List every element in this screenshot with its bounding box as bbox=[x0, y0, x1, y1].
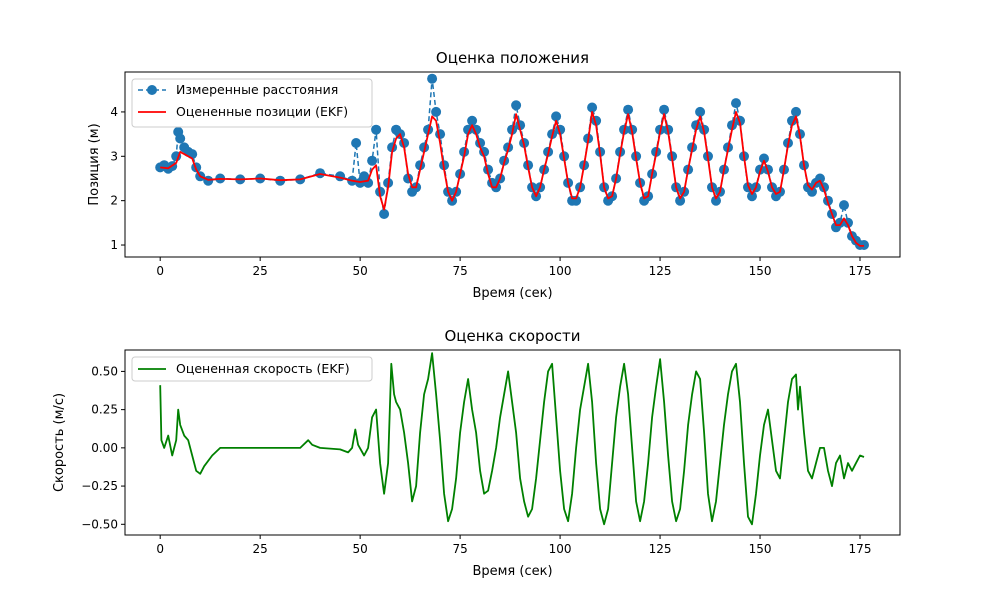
velocity-legend-box bbox=[131, 356, 373, 382]
measured-distance-point bbox=[551, 111, 562, 122]
ekf-position-line bbox=[160, 111, 864, 247]
measured-distance-point bbox=[435, 129, 446, 140]
measured-distance-point bbox=[659, 104, 670, 115]
velocity-y-tick-label: 0.50 bbox=[91, 364, 118, 378]
measured-distance-point bbox=[839, 200, 849, 211]
legend-measured-marker bbox=[147, 85, 157, 95]
velocity-legend: Оцененная скорость (EKF) bbox=[131, 356, 373, 382]
velocity-y-tick-label: 0.00 bbox=[91, 441, 118, 455]
velocity-y-tick-label: −0.50 bbox=[81, 517, 118, 531]
velocity-x-tick-label: 125 bbox=[649, 542, 672, 556]
velocity-x-tick-label: 25 bbox=[253, 542, 268, 556]
position-y-tick-label: 2 bbox=[110, 194, 118, 208]
velocity-x-tick-label: 75 bbox=[452, 542, 467, 556]
measured-distance-point bbox=[427, 73, 438, 84]
position-series-group bbox=[155, 73, 869, 250]
measured-distance-point bbox=[807, 186, 817, 197]
velocity-y-tick-label: 0.25 bbox=[91, 403, 118, 417]
measured-distance-point bbox=[727, 120, 737, 131]
velocity-y-axis-label: Скорость (м/с) bbox=[52, 393, 67, 492]
ekf-velocity-line bbox=[159, 352, 865, 526]
velocity-series-0 bbox=[159, 352, 865, 526]
measured-distance-point bbox=[711, 195, 721, 206]
position-x-tick-label: 125 bbox=[649, 264, 672, 278]
measured-distance-point bbox=[483, 164, 494, 175]
velocity-y-tick-label: −0.25 bbox=[81, 479, 118, 493]
position-y-tick-label: 1 bbox=[110, 238, 118, 252]
position-series-1 bbox=[160, 111, 864, 247]
measured-distance-point bbox=[815, 173, 825, 184]
position-chart-title: Оценка положения bbox=[436, 49, 589, 67]
measured-distance-point bbox=[759, 153, 769, 164]
position-x-ticks: 0 25 50 75 100 125 150 175 bbox=[156, 257, 871, 278]
velocity-x-axis-label: Время (сек) bbox=[472, 564, 552, 579]
position-x-tick-label: 25 bbox=[253, 264, 268, 278]
position-y-axis-label: Позиция (м) bbox=[87, 123, 102, 205]
velocity-y-ticks: −0.50 −0.25 0.00 0.25 0.50 bbox=[81, 364, 125, 531]
velocity-x-tick-label: 50 bbox=[352, 542, 367, 556]
measured-distance-point bbox=[419, 142, 430, 153]
position-x-tick-label: 100 bbox=[549, 264, 572, 278]
legend-ekf-velocity-label: Оцененная скорость (EKF) bbox=[176, 361, 350, 376]
measured-distance-point bbox=[423, 124, 434, 135]
measured-distance-point bbox=[623, 104, 634, 115]
measured-distance-point bbox=[587, 102, 598, 113]
position-x-tick-label: 0 bbox=[156, 264, 164, 278]
measured-distance-point bbox=[175, 133, 186, 144]
position-x-axis-label: Время (сек) bbox=[472, 286, 552, 301]
velocity-chart-title: Оценка скорости bbox=[445, 327, 581, 345]
velocity-x-ticks: 0 25 50 75 100 125 150 175 bbox=[156, 535, 871, 556]
velocity-panel: Оценка скорости 0 25 50 75 100 125 150 175 −0.5… bbox=[52, 327, 901, 579]
velocity-axes-frame bbox=[124, 349, 901, 536]
measured-distance-point bbox=[747, 191, 757, 202]
position-y-tick-label: 3 bbox=[110, 149, 118, 163]
measured-distance-point bbox=[695, 106, 706, 117]
velocity-series-group bbox=[159, 352, 865, 526]
measured-distance-point bbox=[791, 106, 801, 117]
velocity-x-tick-label: 0 bbox=[156, 542, 164, 556]
velocity-x-tick-label: 100 bbox=[549, 542, 572, 556]
measured-distance-point bbox=[415, 160, 426, 171]
velocity-x-tick-label: 150 bbox=[749, 542, 772, 556]
position-x-tick-label: 150 bbox=[749, 264, 772, 278]
measured-distance-point bbox=[371, 124, 382, 135]
measured-distance-point bbox=[351, 138, 362, 148]
velocity-x-tick-label: 175 bbox=[849, 542, 872, 556]
measured-distance-point bbox=[731, 98, 741, 109]
position-x-tick-label: 50 bbox=[352, 264, 367, 278]
position-panel: Оценка положения 0 25 50 75 100 125 150 175 1 2 3… bbox=[87, 49, 901, 301]
legend-ekf-position-label: Оцененные позиции (EKF) bbox=[176, 104, 348, 119]
measured-distance-point bbox=[675, 195, 686, 206]
position-y-tick-label: 4 bbox=[110, 105, 118, 119]
position-axes-frame bbox=[124, 71, 901, 258]
measured-distance-point bbox=[511, 100, 522, 111]
position-x-tick-label: 75 bbox=[452, 264, 467, 278]
measured-distance-point bbox=[467, 115, 478, 126]
measured-distance-point bbox=[431, 106, 442, 117]
position-y-ticks: 1 2 3 4 bbox=[110, 105, 125, 252]
position-legend-box bbox=[131, 78, 373, 128]
legend-measured-label: Измеренные расстояния bbox=[176, 82, 338, 97]
position-legend: Измеренные расстояния Оцененные позиции … bbox=[131, 78, 373, 128]
measured-distance-point bbox=[367, 155, 378, 166]
position-x-tick-label: 175 bbox=[849, 264, 872, 278]
measured-distance-point bbox=[379, 209, 390, 219]
